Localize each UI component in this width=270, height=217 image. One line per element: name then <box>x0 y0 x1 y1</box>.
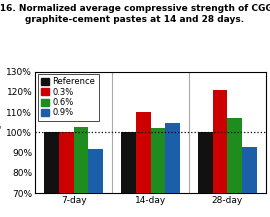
Bar <box>136 112 150 193</box>
Bar <box>198 132 213 193</box>
Bar <box>121 132 136 193</box>
Bar <box>150 128 165 193</box>
Bar <box>213 90 227 193</box>
Bar <box>242 146 257 193</box>
Bar <box>59 132 73 193</box>
Y-axis label: $r_{strength}$: $r_{strength}$ <box>0 115 5 150</box>
Legend: Reference, 0.3%, 0.6%, 0.9%: Reference, 0.3%, 0.6%, 0.9% <box>38 74 99 120</box>
Bar <box>165 123 180 193</box>
Bar <box>227 118 242 193</box>
Text: Figure 16. Normalized average compressive strength of CGG-based
graphite-cement : Figure 16. Normalized average compressiv… <box>0 4 270 24</box>
Bar <box>73 127 88 193</box>
Bar <box>44 132 59 193</box>
Bar <box>88 149 103 193</box>
